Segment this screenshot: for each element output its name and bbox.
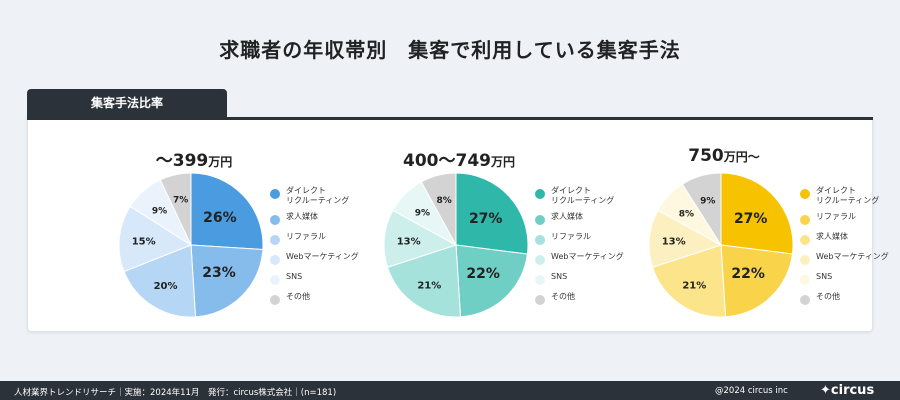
legend-label: SNS xyxy=(816,272,833,281)
pie-slice-label: 20% xyxy=(154,281,178,292)
pie-heading: 400〜749万円 xyxy=(339,146,579,171)
legend-label: ダイレクト リクルーティング xyxy=(551,186,615,205)
legend-swatch xyxy=(800,215,810,225)
pie-slice xyxy=(720,244,793,318)
legend-swatch xyxy=(800,189,810,199)
pie-slice xyxy=(190,172,264,251)
legend-swatch xyxy=(535,275,545,285)
legend-label: その他 xyxy=(551,292,575,301)
panel-accent-bar xyxy=(27,117,873,120)
legend-label: SNS xyxy=(286,272,303,281)
pie-heading-main: 400〜749 xyxy=(403,151,491,171)
legend-swatch xyxy=(800,235,810,245)
pie-slice xyxy=(159,172,192,246)
pie-slice xyxy=(681,172,722,247)
legend-swatch xyxy=(270,235,280,245)
pie-slice xyxy=(455,172,529,255)
pie-slice xyxy=(190,244,264,318)
legend-label: 求人媒体 xyxy=(816,232,848,241)
pie-heading-main: 〜399 xyxy=(155,151,209,171)
pie-heading-unit: 万円 xyxy=(490,155,515,169)
pie-heading: 750万円〜 xyxy=(604,146,844,166)
pie-slice-label: 22% xyxy=(731,266,765,282)
chart-panel: 〜399万円 26% 23% 20% 15% 9% 7% ダイレクト リクルーティング 求人媒… xyxy=(27,117,889,333)
pie-heading-unit: 万円 xyxy=(208,155,233,169)
pie-heading-main: 750 xyxy=(688,146,724,166)
legend-label: Webマーケティング xyxy=(816,252,889,261)
pie-chart: 27% 22% 21% 13% 9% 8% xyxy=(383,172,529,318)
pie-slice-label: 9% xyxy=(700,196,715,206)
legend-label: ダイレクト リクルーティング xyxy=(286,186,350,205)
pie-slice-label: 21% xyxy=(682,280,706,291)
pie-slice-label: 13% xyxy=(397,237,421,248)
pie-group-low-income: 〜399万円 26% 23% 20% 15% 9% 7% ダイレクト リクルーティング求人媒… xyxy=(74,118,359,333)
pie-slice-label: 27% xyxy=(734,211,768,227)
pie-slice xyxy=(386,244,462,318)
pie-slice xyxy=(383,209,458,268)
pie-heading: 〜399万円 xyxy=(74,146,314,171)
legend-swatch xyxy=(270,275,280,285)
pie-slice-label: 8% xyxy=(437,196,452,206)
legend-label: その他 xyxy=(816,292,840,301)
page-title: 求職者の年収帯別 集客で利用している集客手法 xyxy=(219,38,681,62)
legend-swatch xyxy=(270,295,280,305)
legend-swatch xyxy=(270,215,280,225)
legend-swatch xyxy=(535,255,545,265)
legend-label: リファラル xyxy=(816,212,856,221)
section-tab: 集客手法比率 xyxy=(27,89,227,117)
pie-slice-label: 26% xyxy=(203,210,237,226)
legend-label: ダイレクト リクルーティング xyxy=(816,186,880,205)
pie-slice xyxy=(420,172,457,246)
pie-group-high-income: 750万円〜 27% 22% 21% 13% 8% 9% ダイレクト リクルーティングリファ… xyxy=(604,118,889,333)
footer-bar: 人材業界トレンドリサーチ｜実施：2024年11月 発行：circus株式会社｜(… xyxy=(0,381,900,400)
legend-swatch xyxy=(270,255,280,265)
legend-label: Webマーケティング xyxy=(551,252,624,261)
star-icon: ✦ xyxy=(820,383,831,398)
legend-swatch xyxy=(800,255,810,265)
pie-slice-label: 7% xyxy=(173,196,188,206)
pie-slice xyxy=(455,244,528,318)
footer-copyright: @2024 circus inc xyxy=(715,386,788,396)
pie-slice-label: 22% xyxy=(466,266,500,282)
pie-heading-unit: 万円〜 xyxy=(723,150,760,164)
legend-label: その他 xyxy=(286,292,310,301)
legend-swatch xyxy=(535,235,545,245)
pie-slice-label: 9% xyxy=(152,206,167,216)
legend-label: リファラル xyxy=(551,232,591,241)
pie-slice xyxy=(648,209,723,268)
pie-slice-label: 21% xyxy=(417,280,441,291)
legend-swatch xyxy=(270,189,280,199)
pie-slice xyxy=(651,244,727,318)
legend-swatch xyxy=(535,189,545,199)
pie-slice xyxy=(118,205,193,273)
pie-group-mid-income: 400〜749万円 27% 22% 21% 13% 9% 8% ダイレクト リクルーティング… xyxy=(339,118,624,333)
pie-slice-label: 23% xyxy=(202,265,236,281)
legend-swatch xyxy=(535,215,545,225)
legend-label: 求人媒体 xyxy=(286,212,318,221)
pie-slice-label: 15% xyxy=(132,237,156,248)
pie-slice-label: 13% xyxy=(662,237,686,248)
pie-chart: 26% 23% 20% 15% 9% 7% xyxy=(118,172,264,318)
logo-text: circus xyxy=(830,383,875,398)
pie-slice-label: 9% xyxy=(415,208,430,218)
legend-label: 求人媒体 xyxy=(551,212,583,221)
footer-source: 人材業界トレンドリサーチ｜実施：2024年11月 発行：circus株式会社｜(… xyxy=(14,388,337,398)
pie-slice xyxy=(123,244,197,318)
legend-label: SNS xyxy=(551,272,568,281)
legend-swatch xyxy=(800,295,810,305)
pie-slice-label: 8% xyxy=(679,209,694,219)
legend-label: Webマーケティング xyxy=(286,252,359,261)
pie-slice xyxy=(720,172,794,255)
circus-logo: ✦circus xyxy=(820,383,874,398)
legend-swatch xyxy=(800,275,810,285)
legend-swatch xyxy=(535,295,545,305)
legend-label: リファラル xyxy=(286,232,326,241)
pie-chart: 27% 22% 21% 13% 8% 9% xyxy=(648,172,794,318)
pie-slice-label: 27% xyxy=(469,211,503,227)
